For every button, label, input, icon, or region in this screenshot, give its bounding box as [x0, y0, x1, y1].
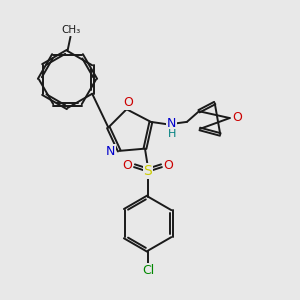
Text: N: N — [167, 117, 177, 130]
Text: S: S — [144, 164, 152, 178]
Text: O: O — [164, 159, 173, 172]
Text: O: O — [123, 159, 133, 172]
Text: N: N — [106, 145, 116, 158]
Text: O: O — [123, 96, 133, 109]
Text: CH₃: CH₃ — [61, 25, 80, 35]
Text: O: O — [232, 111, 242, 124]
Text: Cl: Cl — [142, 264, 154, 277]
Text: H: H — [168, 129, 176, 139]
